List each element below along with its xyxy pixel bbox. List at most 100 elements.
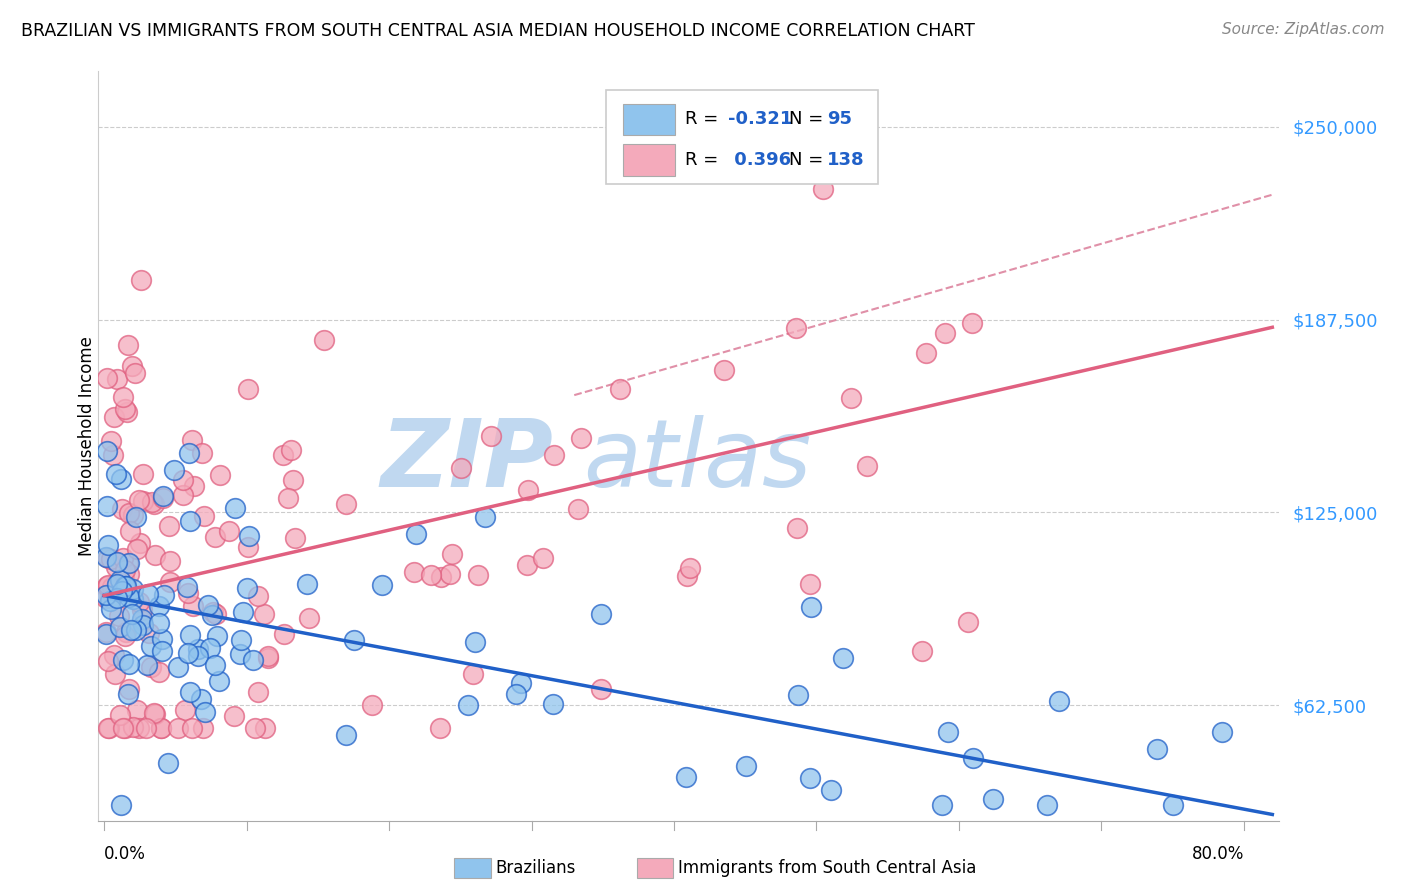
Point: [179, 685, 201, 699]
Point: [108, 707, 131, 722]
Text: R =: R =: [685, 151, 724, 169]
Point: [209, 468, 232, 483]
Text: 80.0%: 80.0%: [1191, 846, 1244, 863]
Point: [785, 321, 807, 335]
Text: N =: N =: [789, 111, 830, 128]
Point: [271, 448, 294, 462]
Point: [205, 607, 228, 621]
Point: [430, 570, 453, 584]
Point: [224, 501, 246, 516]
Point: [312, 334, 335, 348]
Point: [402, 565, 425, 579]
Point: [295, 577, 318, 591]
Point: [103, 648, 125, 663]
Point: [136, 657, 159, 672]
Point: [208, 673, 231, 688]
Point: [131, 603, 153, 617]
Point: [441, 547, 464, 561]
Point: [243, 721, 266, 735]
Text: 138: 138: [827, 151, 865, 169]
Point: [361, 698, 384, 712]
Point: [105, 591, 128, 605]
Point: [163, 463, 186, 477]
Point: [108, 573, 131, 587]
Point: [510, 675, 533, 690]
Point: [931, 798, 953, 813]
Point: [194, 705, 217, 719]
Point: [125, 703, 148, 717]
Point: [429, 721, 451, 735]
Point: [839, 391, 862, 405]
Point: [236, 582, 259, 596]
Text: N =: N =: [789, 151, 830, 169]
Text: Source: ZipAtlas.com: Source: ZipAtlas.com: [1222, 22, 1385, 37]
Point: [117, 337, 139, 351]
Point: [167, 721, 190, 735]
Point: [231, 632, 253, 647]
Point: [156, 756, 179, 770]
Point: [94, 549, 117, 564]
Point: [238, 529, 260, 543]
Point: [150, 721, 173, 735]
Point: [609, 382, 631, 396]
Point: [114, 562, 136, 576]
Point: [679, 561, 702, 575]
Point: [108, 620, 131, 634]
Point: [94, 588, 117, 602]
Point: [461, 666, 484, 681]
Point: [121, 359, 143, 374]
Point: [505, 687, 527, 701]
Point: [122, 720, 145, 734]
Point: [201, 605, 224, 619]
Point: [173, 703, 195, 717]
Point: [148, 599, 170, 614]
Point: [419, 567, 441, 582]
Point: [138, 625, 160, 640]
Point: [110, 472, 132, 486]
Point: [121, 607, 143, 621]
Point: [97, 539, 120, 553]
Point: [96, 443, 118, 458]
Point: [957, 615, 980, 630]
Point: [100, 552, 122, 566]
Point: [981, 791, 1004, 805]
Point: [197, 599, 219, 613]
Point: [204, 657, 226, 672]
Point: [517, 483, 540, 497]
Point: [114, 629, 136, 643]
Point: [543, 448, 565, 462]
Point: [180, 721, 202, 735]
Text: 0.396: 0.396: [728, 151, 792, 169]
Point: [167, 659, 190, 673]
Point: [150, 644, 173, 658]
Point: [159, 554, 181, 568]
Point: [181, 433, 204, 447]
Point: [284, 531, 307, 545]
Point: [118, 591, 141, 605]
Point: [786, 521, 808, 535]
Point: [152, 491, 174, 505]
Text: atlas: atlas: [582, 416, 811, 507]
FancyBboxPatch shape: [623, 103, 675, 136]
Point: [531, 551, 554, 566]
Point: [187, 641, 209, 656]
Point: [934, 326, 956, 340]
Point: [132, 618, 155, 632]
Point: [96, 500, 118, 514]
Point: [273, 627, 295, 641]
Point: [96, 591, 118, 605]
Y-axis label: Median Household Income: Median Household Income: [79, 336, 96, 556]
Point: [136, 586, 159, 600]
Point: [128, 594, 150, 608]
Point: [96, 371, 118, 385]
Point: [110, 798, 132, 813]
Point: [962, 316, 984, 330]
Point: [675, 770, 697, 784]
Point: [1035, 798, 1057, 813]
Point: [467, 567, 489, 582]
Point: [107, 609, 129, 624]
Point: [139, 660, 162, 674]
Point: [962, 751, 984, 765]
Point: [150, 632, 173, 647]
Point: [238, 540, 260, 554]
